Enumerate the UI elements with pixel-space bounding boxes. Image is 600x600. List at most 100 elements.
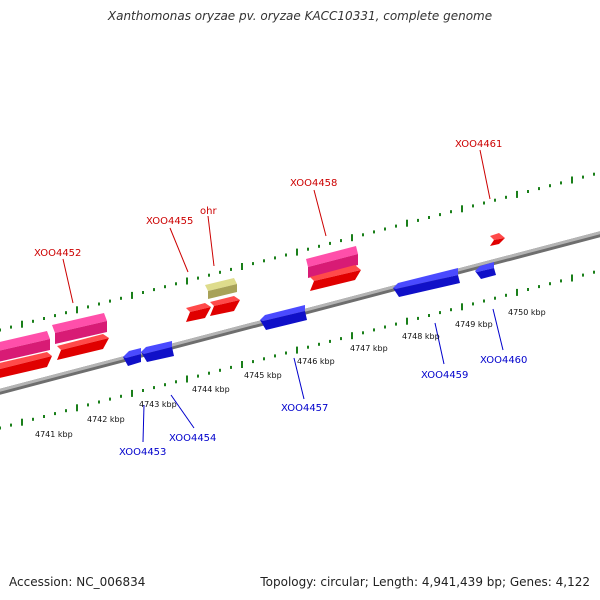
forward-minor-tick <box>593 172 595 176</box>
reverse-minor-tick <box>428 314 430 317</box>
reverse-minor-tick <box>527 288 529 291</box>
reverse-minor-tick <box>120 394 122 398</box>
gene-xoo4459-blue[interactable] <box>393 268 460 297</box>
scale-label: 4749 kbp <box>455 320 493 329</box>
forward-minor-tick <box>285 253 287 257</box>
forward-minor-tick <box>208 273 210 277</box>
reverse-minor-tick <box>384 325 386 329</box>
genome-title: Xanthomonas oryzae pv. oryzae KACC10331,… <box>107 9 493 23</box>
reverse-major-tick <box>241 361 243 368</box>
reverse-minor-tick <box>32 417 34 421</box>
forward-minor-tick <box>230 267 232 271</box>
reverse-minor-tick <box>263 357 265 361</box>
forward-minor-tick <box>494 198 496 202</box>
gene-rna-khaki[interactable] <box>205 278 237 299</box>
forward-minor-tick <box>219 270 221 274</box>
gene-label-xoo4457[interactable]: XOO4457 <box>281 403 328 414</box>
reverse-minor-tick <box>582 273 584 277</box>
gene-xoo4452-pink[interactable] <box>52 313 107 344</box>
forward-minor-tick <box>197 276 199 280</box>
reverse-minor-tick <box>0 426 1 430</box>
forward-minor-tick <box>395 224 397 228</box>
gene-xoo4453-blue[interactable] <box>123 348 141 366</box>
reverse-minor-tick <box>197 374 199 378</box>
reverse-minor-tick <box>395 322 397 326</box>
gene-xoo4451-pink[interactable] <box>0 331 50 362</box>
reverse-minor-tick <box>10 423 12 427</box>
reverse-major-tick <box>351 332 353 340</box>
forward-label-leaders <box>62 149 491 304</box>
gene-label-xoo4459[interactable]: XOO4459 <box>421 370 468 381</box>
reverse-minor-tick <box>153 386 155 390</box>
gene-label-xoo4461[interactable]: XOO4461 <box>455 139 502 150</box>
forward-minor-tick <box>439 213 441 217</box>
reverse-label-leaders <box>142 308 504 443</box>
forward-minor-tick <box>329 241 331 245</box>
gene-label-xoo4452[interactable]: XOO4452 <box>34 248 81 259</box>
gene-xoo4460-blue[interactable] <box>475 262 496 279</box>
forward-minor-tick <box>450 210 452 214</box>
gene-label-xoo4458[interactable]: XOO4458 <box>290 178 337 189</box>
reverse-minor-tick <box>329 339 331 343</box>
forward-minor-tick <box>65 311 67 315</box>
gene-label-xoo4453[interactable]: XOO4453 <box>119 447 166 458</box>
scale-label: 4744 kbp <box>192 385 230 394</box>
forward-minor-tick <box>483 201 485 205</box>
forward-tick-track <box>0 172 595 332</box>
reverse-minor-tick <box>549 282 551 286</box>
gene-xoo4458-pink[interactable] <box>306 246 358 278</box>
forward-minor-tick <box>549 184 551 188</box>
scale-label: 4748 kbp <box>402 332 440 341</box>
forward-minor-tick <box>307 247 309 251</box>
forward-minor-tick <box>43 317 45 320</box>
forward-minor-tick <box>98 302 100 306</box>
forward-minor-tick <box>340 239 342 243</box>
gene-xoo4451-red[interactable] <box>0 352 52 379</box>
reverse-major-tick <box>131 389 133 397</box>
reverse-minor-tick <box>340 337 342 341</box>
reverse-minor-tick <box>98 400 100 404</box>
forward-minor-tick <box>87 305 89 309</box>
forward-minor-tick <box>505 195 507 199</box>
forward-minor-tick <box>120 296 122 300</box>
gene-xoo4461-red[interactable] <box>490 233 505 246</box>
forward-minor-tick <box>109 299 111 303</box>
scale-label: 4746 kbp <box>297 357 335 366</box>
forward-minor-tick <box>153 288 155 292</box>
scale-label: 4747 kbp <box>350 344 388 353</box>
gene-label-xoo4455[interactable]: XOO4455 <box>146 216 193 227</box>
forward-minor-tick <box>318 244 320 248</box>
gene-xoo4458-red[interactable] <box>310 265 361 291</box>
gene-xoo4455-red[interactable] <box>186 303 211 322</box>
accession-label: Accession: NC_006834 <box>9 575 146 589</box>
forward-minor-tick <box>538 187 540 191</box>
reverse-major-tick <box>406 317 408 325</box>
forward-major-tick <box>186 277 188 285</box>
gene-label-xoo4460[interactable]: XOO4460 <box>480 355 527 366</box>
reverse-minor-tick <box>274 354 276 358</box>
reverse-minor-tick <box>164 383 166 387</box>
gene-ohr-red[interactable] <box>210 296 240 316</box>
gene-label-ohr[interactable]: ohr <box>200 206 217 217</box>
scale-label: 4742 kbp <box>87 415 125 424</box>
forward-minor-tick <box>417 218 419 222</box>
reverse-minor-tick <box>450 308 452 312</box>
gene-xoo4452-red[interactable] <box>57 334 109 360</box>
gene-label-xoo4454[interactable]: XOO4454 <box>169 433 216 444</box>
forward-minor-tick <box>384 227 386 231</box>
reverse-minor-tick <box>175 380 177 384</box>
reverse-minor-tick <box>373 328 375 332</box>
forward-minor-tick <box>362 233 364 237</box>
forward-major-tick <box>76 306 78 314</box>
gene-xoo4457-blue[interactable] <box>260 305 307 330</box>
scale-label: 4750 kbp <box>508 308 546 317</box>
forward-major-tick <box>461 205 463 213</box>
reverse-minor-tick <box>109 397 111 401</box>
reverse-minor-tick <box>208 371 210 375</box>
forward-minor-tick <box>10 325 12 329</box>
forward-minor-tick <box>527 190 529 193</box>
reverse-minor-tick <box>43 415 45 418</box>
gene-xoo4454-blue[interactable] <box>141 341 174 362</box>
